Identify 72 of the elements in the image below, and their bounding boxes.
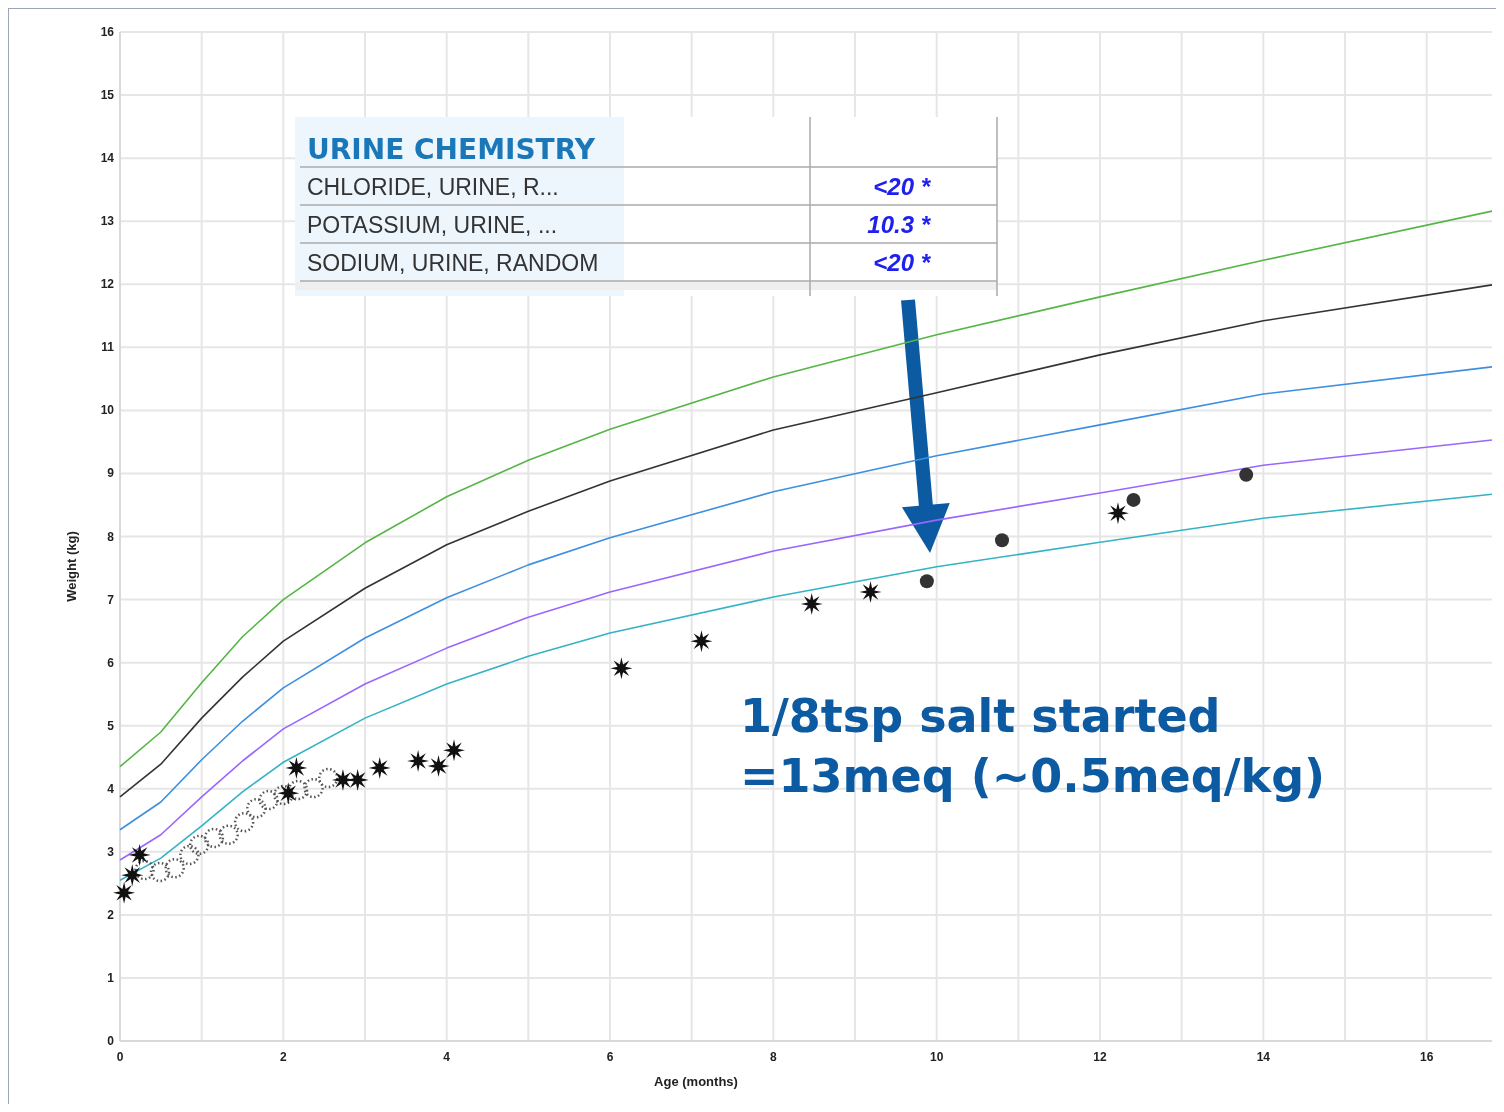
point [128,843,151,866]
y-tick-label: 14 [100,151,115,166]
annotation: 1/8tsp salt started =13meq (~0.5meq/kg) [740,689,1326,803]
annotation: 10.3 * [867,211,932,238]
point [690,630,713,653]
line-series [119,439,1493,861]
point [610,657,633,680]
point [368,756,391,779]
point [164,857,185,879]
annotation: URINE CHEMISTRY [307,133,596,166]
x-tick-label: 4 [443,1050,451,1064]
point [995,533,1009,548]
point [1126,492,1141,507]
point [149,861,171,883]
line-series [119,366,1493,831]
point [1239,467,1254,482]
point [277,782,300,805]
x-axis-title: Age (months) [654,1074,738,1089]
y-tick-label: 15 [100,88,115,103]
y-tick-label: 16 [100,25,115,39]
point [233,811,255,833]
annotation: <20 * [873,173,932,200]
point [113,881,136,904]
point [258,789,279,811]
point [134,859,155,881]
point [285,756,308,779]
y-tick-label: 8 [107,529,115,544]
x-tick-label: 6 [606,1050,614,1064]
point [407,750,430,772]
y-tick-label: 6 [107,655,115,670]
x-tick-label: 8 [769,1050,777,1064]
point [303,777,324,799]
x-tick-label: 2 [279,1050,287,1064]
y-tick-label: 1 [107,970,115,985]
x-tick-label: 0 [116,1050,124,1064]
y-tick-label: 7 [107,592,115,607]
point [318,767,339,789]
y-tick-label: 9 [107,466,115,481]
point [246,798,267,819]
point [919,574,934,589]
annotation: CHLORIDE, URINE, R... [307,174,559,200]
point [273,784,294,806]
y-axis-title: Weight (kg) [64,531,79,602]
y-tick-label: 3 [107,844,115,859]
x-tick-label: 16 [1419,1050,1434,1064]
y-tick-label: 5 [107,718,115,733]
annotation: <20 * [873,249,932,276]
point [346,768,369,791]
x-tick-label: 14 [1256,1050,1271,1064]
x-tick-label: 10 [929,1050,944,1064]
point [287,779,309,801]
annotation: POTASSIUM, URINE, ... [307,212,558,238]
point [121,864,144,887]
y-tick-label: 2 [107,907,115,922]
y-tick-label: 10 [100,403,115,418]
point [218,824,239,846]
point [443,739,466,762]
point [427,755,450,778]
point [859,580,882,603]
point [179,844,200,866]
y-tick-label: 11 [101,340,115,355]
y-tick-label: 0 [107,1034,115,1048]
x-tick-label: 12 [1093,1050,1107,1064]
point [1106,502,1129,525]
point [800,592,823,615]
y-tick-label: 4 [107,781,115,796]
point [203,827,225,849]
annotation: SODIUM, URINE, RANDOM [307,250,599,276]
y-tick-label: 12 [100,277,115,292]
y-tick-label: 13 [100,214,115,229]
point [188,834,210,856]
point [331,768,354,791]
